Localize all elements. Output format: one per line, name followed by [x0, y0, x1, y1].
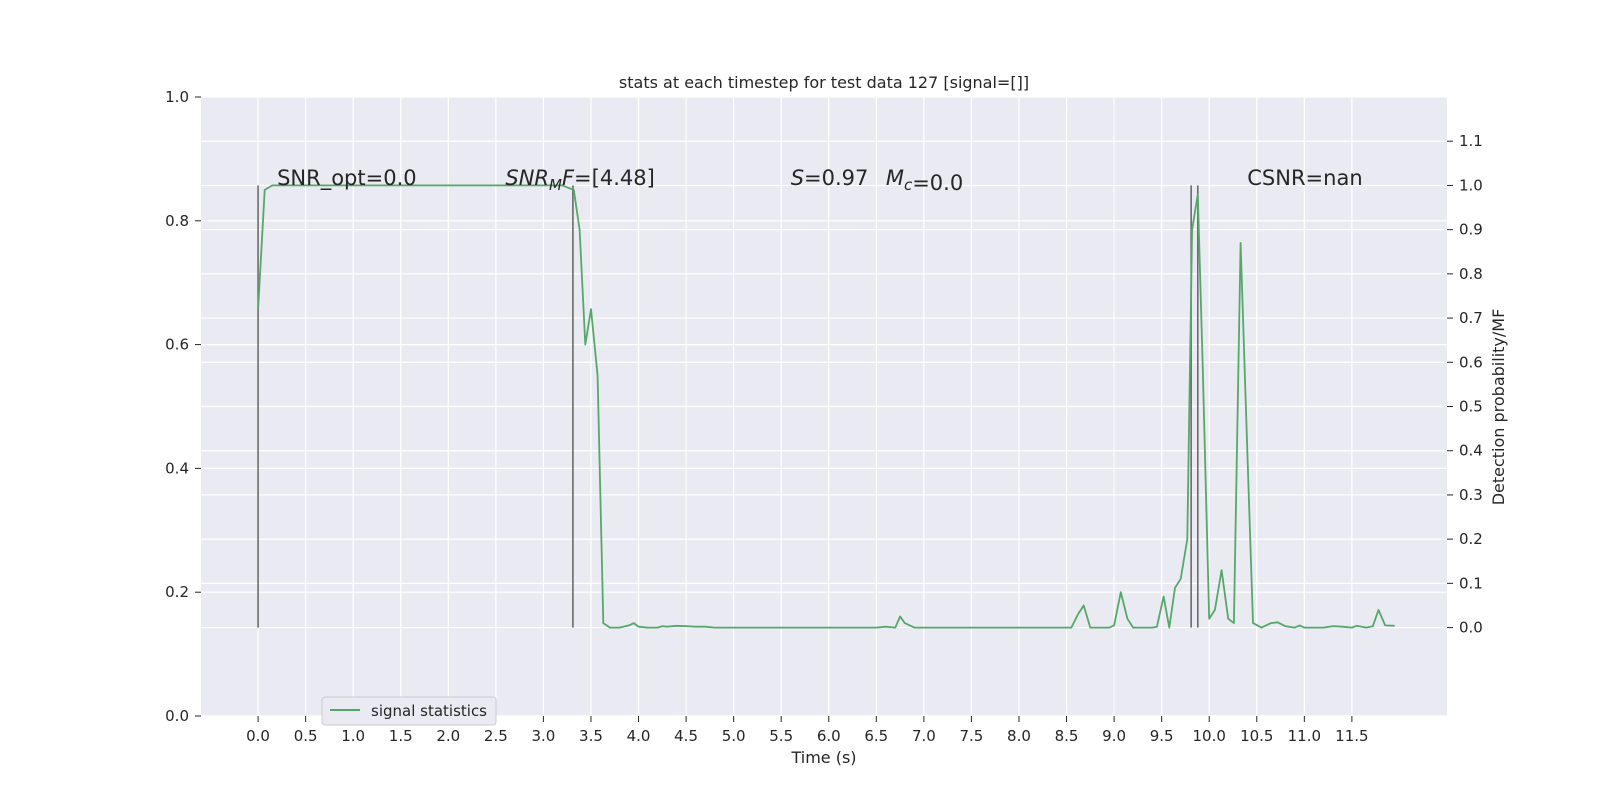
chart-title: stats at each timestep for test data 127… — [619, 73, 1029, 92]
y-tick-label: 0.0 — [165, 707, 189, 725]
x-tick-label: 6.5 — [864, 727, 888, 745]
x-tick-label: 5.0 — [722, 727, 746, 745]
y2-tick-label: 0.6 — [1459, 353, 1483, 371]
x-tick-label: 7.0 — [912, 727, 936, 745]
legend-label: signal statistics — [371, 702, 487, 720]
x-tick-label: 1.0 — [341, 727, 365, 745]
y2-tick-label: 1.1 — [1459, 132, 1483, 150]
y2-tick-label: 0.9 — [1459, 221, 1483, 239]
y2-tick-label: 0.5 — [1459, 398, 1483, 416]
x-tick-label: 0.0 — [246, 727, 270, 745]
x-tick-label: 9.0 — [1102, 727, 1126, 745]
y-tick-label: 0.2 — [165, 583, 189, 601]
x-tick-label: 9.5 — [1150, 727, 1174, 745]
y2-tick-label: 0.4 — [1459, 442, 1483, 460]
annotation: Mc=0.0 — [886, 166, 963, 195]
x-tick-label: 1.5 — [389, 727, 413, 745]
annotation: CSNR=nan — [1247, 166, 1362, 190]
annotation: SNRMF=[4.48] — [505, 166, 654, 194]
x-tick-label: 10.5 — [1240, 727, 1273, 745]
x-tick-label: 2.0 — [436, 727, 460, 745]
x-tick-label: 0.5 — [294, 727, 318, 745]
x-tick-label: 11.0 — [1288, 727, 1321, 745]
y2-tick-labels: 0.0 0.1 0.2 0.3 0.4 0.5 0.6 0.7 0.8 0.9 1.0 1.1 — [1447, 132, 1483, 637]
annotation: SNR_opt=0.0 — [277, 166, 417, 191]
x-tick-label: 3.0 — [531, 727, 555, 745]
legend-box — [321, 696, 497, 726]
y-tick-label: 0.4 — [165, 459, 189, 477]
x-tick-label: 4.0 — [627, 727, 651, 745]
legend: signal statistics — [321, 696, 497, 726]
x-tick-labels: 0.0 0.5 1.0 1.5 2.0 2.5 3.0 3.5 4.0 4.5 5.0 5.5 6.0 6… — [246, 716, 1369, 745]
y2-tick-label: 0.7 — [1459, 309, 1483, 327]
y-tick-label: 1.0 — [165, 88, 189, 106]
y2-tick-label: 0.0 — [1459, 619, 1483, 637]
y-tick-label: 0.6 — [165, 336, 189, 354]
y2-tick-label: 0.3 — [1459, 486, 1483, 504]
x-tick-label: 11.5 — [1335, 727, 1368, 745]
x-tick-label: 8.0 — [1007, 727, 1031, 745]
y-tick-labels: 0.0 0.2 0.4 0.6 0.8 1.0 — [165, 88, 201, 725]
annotation: S=0.97 — [791, 166, 869, 190]
x-tick-label: 4.5 — [674, 727, 698, 745]
y2-tick-label: 0.8 — [1459, 265, 1483, 283]
x-tick-label: 6.0 — [817, 727, 841, 745]
x-axis-label: Time (s) — [790, 748, 856, 767]
x-tick-label: 8.5 — [1055, 727, 1079, 745]
x-tick-label: 5.5 — [769, 727, 793, 745]
y2-tick-label: 0.1 — [1459, 574, 1483, 592]
y2-tick-label: 0.2 — [1459, 530, 1483, 548]
annotations: SNR_opt=0.0 SNRMF=[4.48] S=0.97 Mc=0.0 CSNR=… — [277, 166, 1363, 195]
y-tick-label: 0.8 — [165, 212, 189, 230]
y2-tick-label: 1.0 — [1459, 176, 1483, 194]
x-tick-label: 3.5 — [579, 727, 603, 745]
x-tick-label: 10.0 — [1193, 727, 1226, 745]
y2-axis-label: Detection probability/MF — [1489, 309, 1508, 506]
x-tick-label: 7.5 — [959, 727, 983, 745]
series-line — [257, 184, 1395, 629]
grid — [201, 96, 1447, 717]
series-layer — [257, 184, 1395, 629]
x-tick-label: 2.5 — [484, 727, 508, 745]
